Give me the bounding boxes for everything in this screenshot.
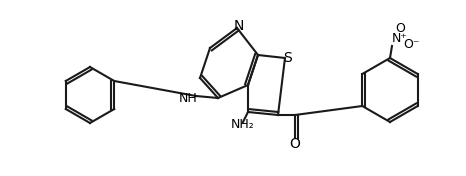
Text: N⁺: N⁺ <box>392 32 408 45</box>
Text: N: N <box>234 19 244 33</box>
Text: O⁻: O⁻ <box>404 37 420 51</box>
Text: NH: NH <box>178 92 198 105</box>
Text: NH₂: NH₂ <box>231 118 255 130</box>
Text: O: O <box>395 21 405 34</box>
Text: O: O <box>289 137 301 151</box>
Text: S: S <box>282 51 291 65</box>
